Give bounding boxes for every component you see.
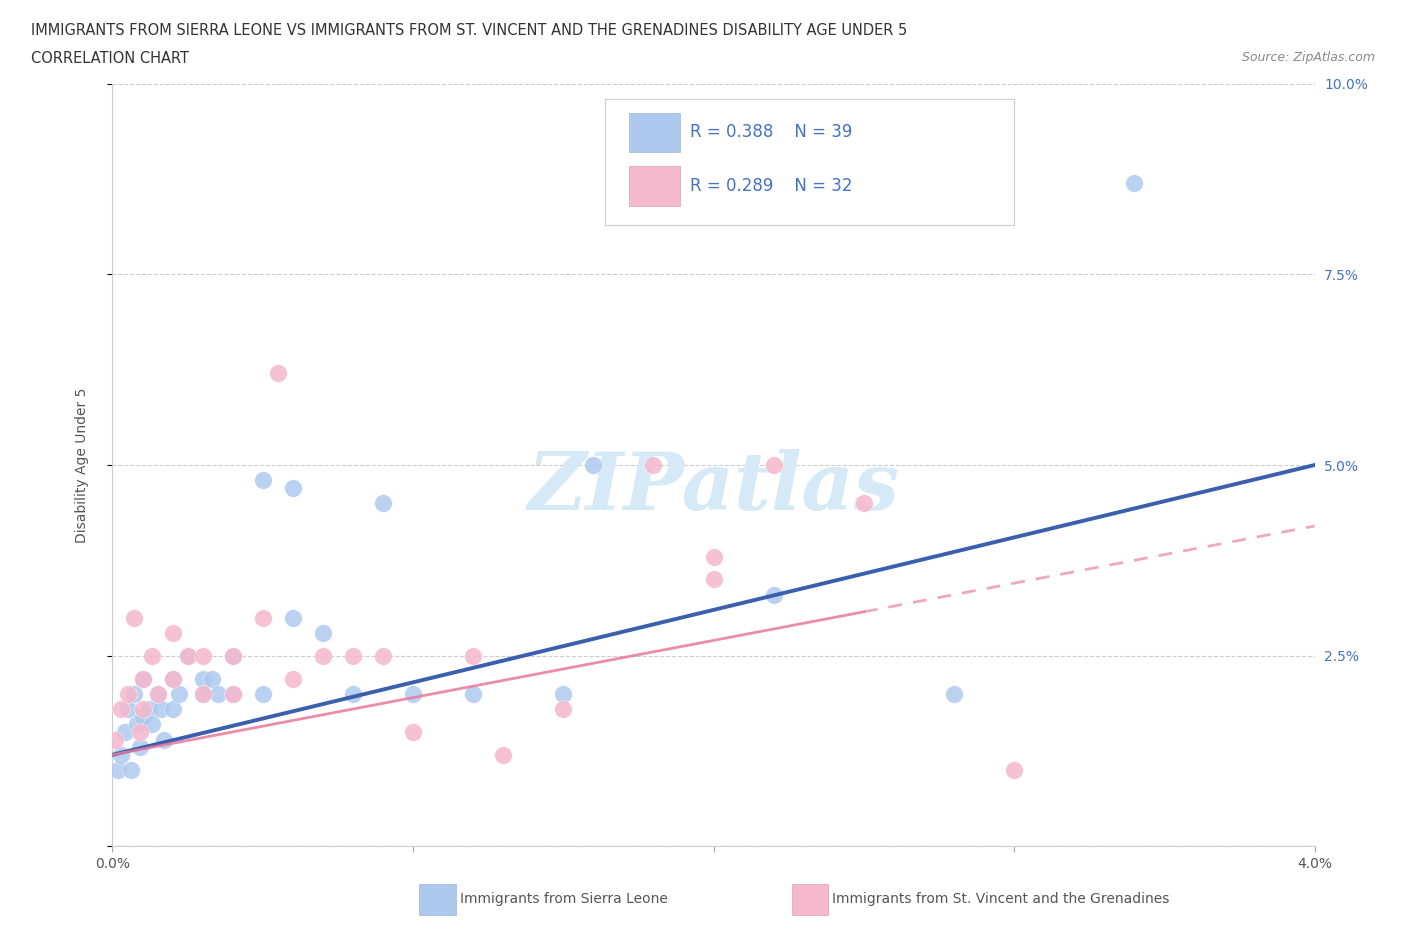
Point	[146, 686, 169, 701]
Point	[371, 648, 394, 663]
Point	[702, 549, 725, 564]
Point	[131, 671, 153, 686]
Point	[643, 458, 665, 472]
Text: CORRELATION CHART: CORRELATION CHART	[31, 51, 188, 66]
Point	[110, 701, 132, 716]
Point	[191, 686, 214, 701]
Point	[104, 732, 127, 747]
Point	[114, 724, 136, 739]
Point	[312, 625, 335, 640]
Point	[122, 686, 145, 701]
Point	[146, 686, 169, 701]
FancyBboxPatch shape	[630, 113, 681, 153]
Point	[852, 496, 875, 511]
Point	[371, 496, 394, 511]
Point	[402, 686, 425, 701]
Point	[191, 686, 214, 701]
Text: ZIPatlas: ZIPatlas	[527, 449, 900, 526]
Point	[128, 724, 150, 739]
Point	[702, 572, 725, 587]
Point	[131, 710, 153, 724]
Point	[162, 625, 184, 640]
Point	[122, 610, 145, 625]
Point	[312, 648, 335, 663]
Point	[281, 481, 304, 496]
Point	[492, 748, 515, 763]
Point	[553, 701, 575, 716]
Point	[1002, 763, 1025, 777]
Point	[167, 686, 190, 701]
Point	[149, 701, 172, 716]
Text: IMMIGRANTS FROM SIERRA LEONE VS IMMIGRANTS FROM ST. VINCENT AND THE GRENADINES D: IMMIGRANTS FROM SIERRA LEONE VS IMMIGRAN…	[31, 23, 907, 38]
FancyBboxPatch shape	[630, 166, 681, 206]
Point	[222, 686, 245, 701]
Point	[222, 648, 245, 663]
Point	[281, 610, 304, 625]
Point	[131, 671, 153, 686]
Point	[942, 686, 965, 701]
Point	[222, 686, 245, 701]
Point	[342, 686, 364, 701]
Point	[176, 648, 198, 663]
Point	[117, 701, 139, 716]
Point	[138, 701, 160, 716]
Point	[141, 717, 163, 732]
Point	[107, 763, 129, 777]
Point	[402, 724, 425, 739]
Point	[762, 458, 785, 472]
Point	[191, 671, 214, 686]
Point	[252, 686, 274, 701]
Point	[162, 671, 184, 686]
Point	[162, 701, 184, 716]
Point	[582, 458, 605, 472]
Point	[342, 648, 364, 663]
Point	[152, 732, 174, 747]
Point	[162, 671, 184, 686]
Point	[267, 366, 290, 381]
Point	[125, 717, 148, 732]
Point	[117, 686, 139, 701]
FancyBboxPatch shape	[606, 99, 1014, 225]
Text: Immigrants from St. Vincent and the Grenadines: Immigrants from St. Vincent and the Gren…	[832, 892, 1170, 907]
Point	[252, 610, 274, 625]
Point	[1123, 176, 1146, 191]
Text: Source: ZipAtlas.com: Source: ZipAtlas.com	[1241, 51, 1375, 64]
Point	[110, 748, 132, 763]
Text: R = 0.289    N = 32: R = 0.289 N = 32	[689, 178, 852, 195]
Point	[553, 686, 575, 701]
Point	[120, 763, 142, 777]
Y-axis label: Disability Age Under 5: Disability Age Under 5	[75, 387, 89, 543]
Point	[461, 686, 484, 701]
Point	[131, 701, 153, 716]
Text: R = 0.388    N = 39: R = 0.388 N = 39	[689, 124, 852, 141]
Text: Immigrants from Sierra Leone: Immigrants from Sierra Leone	[460, 892, 668, 907]
Point	[207, 686, 229, 701]
Point	[176, 648, 198, 663]
Point	[128, 739, 150, 754]
Point	[461, 648, 484, 663]
Point	[281, 671, 304, 686]
Point	[252, 472, 274, 487]
Point	[141, 648, 163, 663]
Point	[201, 671, 224, 686]
Point	[762, 587, 785, 602]
Point	[222, 648, 245, 663]
Point	[191, 648, 214, 663]
